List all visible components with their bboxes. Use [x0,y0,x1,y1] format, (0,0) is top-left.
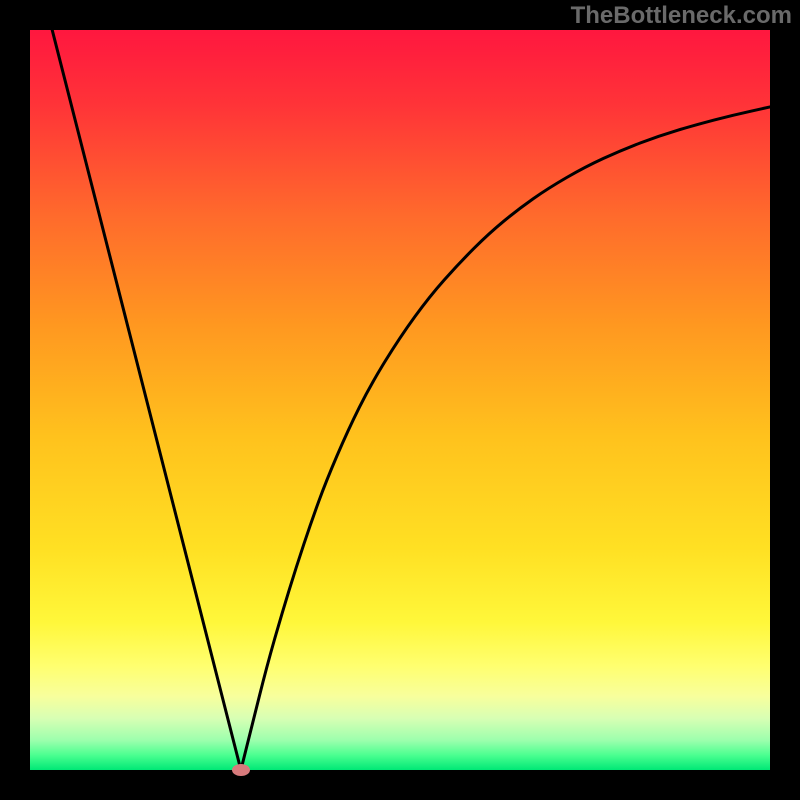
optimum-marker [232,764,250,776]
chart-stage: TheBottleneck.com [0,0,800,800]
bottleneck-curve [0,0,800,800]
watermark-text: TheBottleneck.com [571,2,792,30]
bottleneck-curve-path [52,30,770,770]
